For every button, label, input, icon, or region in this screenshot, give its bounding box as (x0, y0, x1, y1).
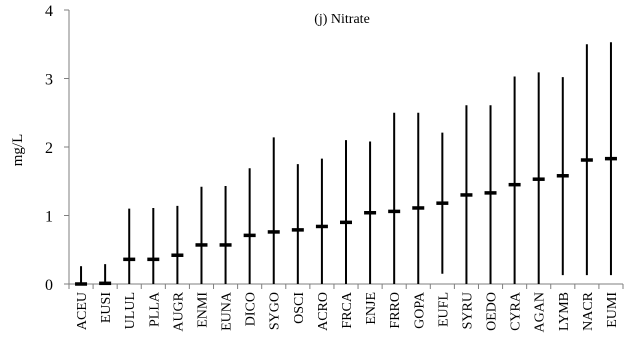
x-tick-label: ENMI (195, 292, 210, 328)
x-tick-label: DICO (244, 292, 259, 326)
x-tick-label: AGAN (533, 292, 548, 332)
x-tick-label: GOPA (412, 291, 427, 329)
x-tick-label: EUMI (605, 292, 620, 328)
x-tick-label: FRRO (388, 292, 403, 329)
x-tick-label: ULUL (123, 292, 138, 329)
y-axis-label: mg/L (10, 134, 26, 167)
x-tick-label: EUFL (436, 292, 451, 327)
x-tick-label: SYRU (460, 292, 475, 329)
x-tick-label: PLLA (147, 291, 162, 327)
y-tick-label: 2 (45, 140, 53, 157)
x-tick-label: EUSI (99, 292, 114, 323)
tick-labels: 0 1 2 3 4 ACEU EUSI ULUL PLLA AUGR ENMI EUNA DICO SYG… (45, 3, 620, 332)
x-tick-label: LYMB (557, 292, 572, 331)
x-tick-label: SYGO (268, 292, 283, 330)
x-tick-label: FRCA (340, 291, 355, 328)
x-tick-label: CYRA (509, 291, 524, 331)
y-tick-label: 1 (45, 209, 53, 226)
x-tick-label: NACR (581, 291, 596, 331)
data-marks (75, 42, 617, 286)
x-tick-label: AUGR (171, 291, 186, 331)
x-tick-label: ENJE (364, 292, 379, 325)
y-tick-label: 0 (45, 277, 53, 294)
x-tick-label: OEDO (485, 292, 500, 331)
x-tick-label: ACRO (316, 292, 331, 331)
x-tick-label: OSCI (292, 292, 307, 324)
y-tick-label: 4 (45, 3, 53, 20)
y-tick-label: 3 (45, 72, 53, 89)
axes (64, 9, 624, 289)
chart-title: (j) Nitrate (314, 12, 370, 27)
x-tick-label: EUNA (220, 291, 235, 331)
x-tick-label: ACEU (75, 292, 90, 330)
